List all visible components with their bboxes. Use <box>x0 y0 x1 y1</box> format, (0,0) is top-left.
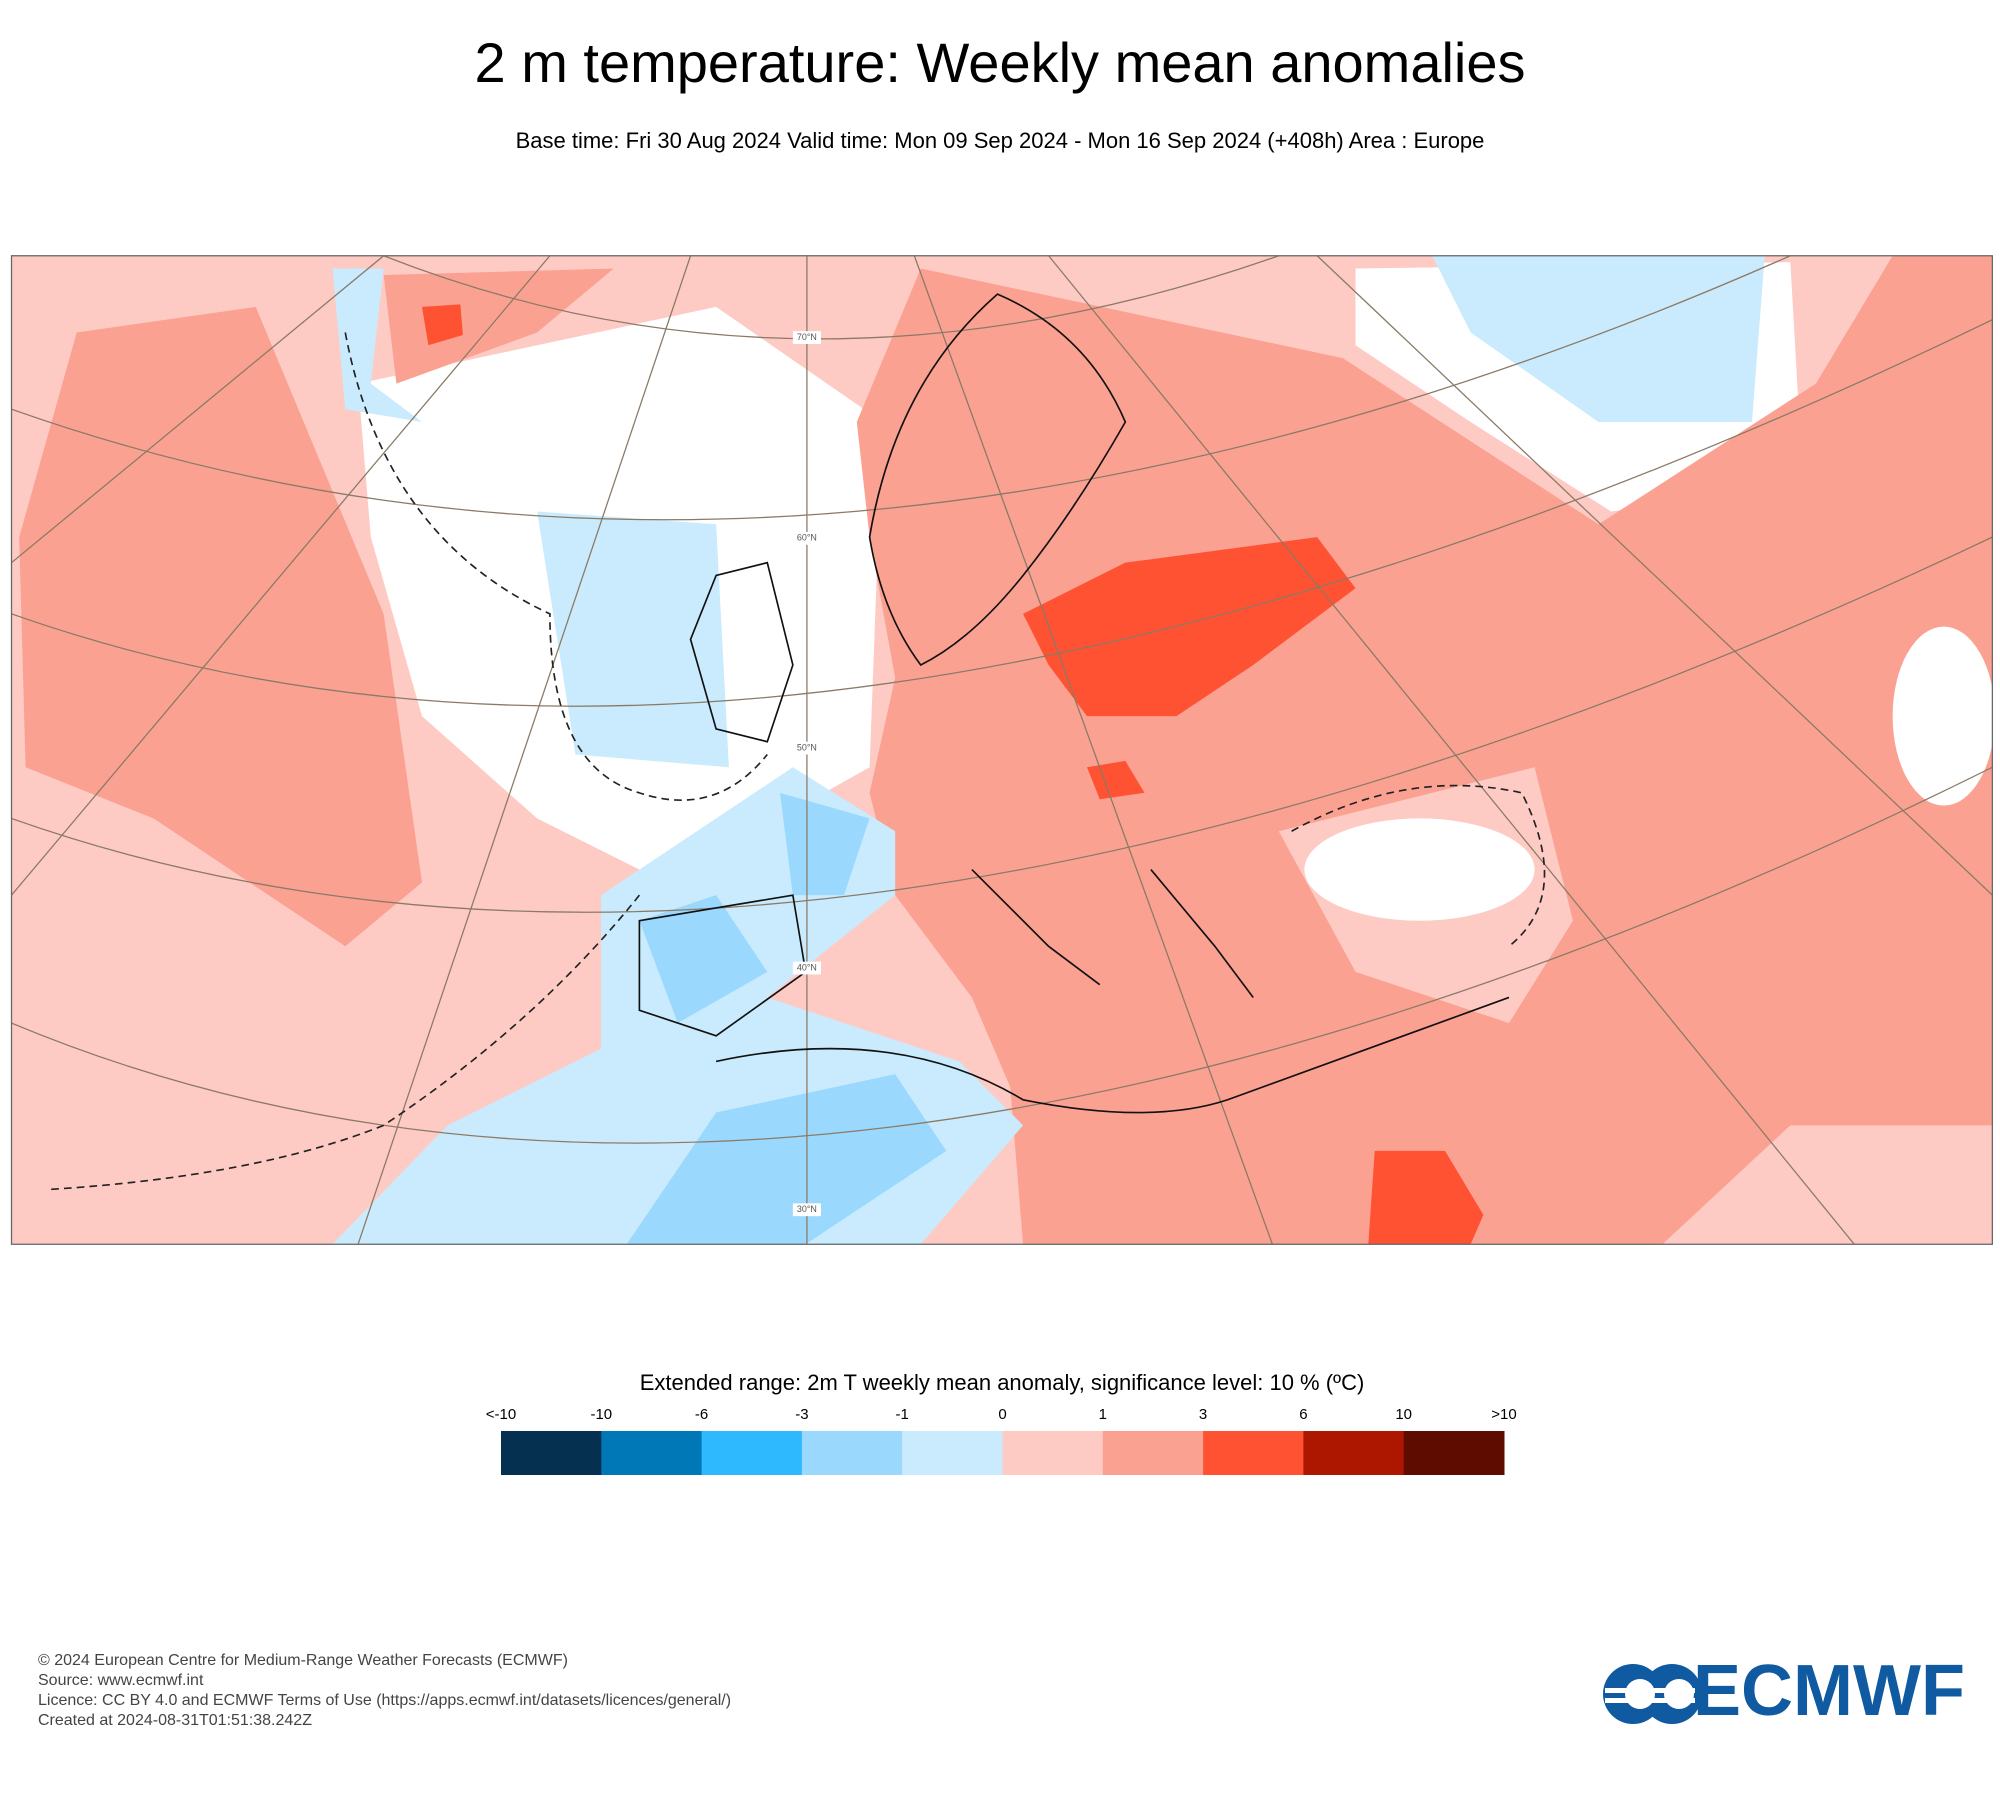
legend-label: >10 <box>1491 1406 1516 1423</box>
lat-label: 30°N <box>797 1204 817 1214</box>
legend-title: Extended range: 2m T weekly mean anomaly… <box>640 1370 1365 1395</box>
lat-label-bg <box>792 741 821 755</box>
legend-swatch <box>1303 1431 1405 1475</box>
lat-label-bg <box>792 1203 821 1217</box>
legend-swatch <box>1102 1431 1204 1475</box>
lat-label: 40°N <box>797 962 817 972</box>
legend: <-10 -10 -6 -3 -1 0 1 3 6 10 >10 <box>486 1406 1517 1475</box>
legend-label: -6 <box>695 1406 708 1423</box>
map: 70°N 60°N 50°N 40°N 30°N <box>10 255 1994 1245</box>
legend-label: <-10 <box>486 1406 516 1423</box>
legend-swatch <box>601 1431 703 1475</box>
logo-text: ECMWF <box>1693 1651 1965 1731</box>
legend-swatch <box>701 1431 803 1475</box>
footer-line: © 2024 European Centre for Medium-Range … <box>38 1652 568 1669</box>
legend-label: 0 <box>998 1406 1006 1423</box>
legend-label: 1 <box>1099 1406 1107 1423</box>
legend-swatch <box>1403 1431 1505 1475</box>
legend-label: 6 <box>1299 1406 1307 1423</box>
lat-label-bg <box>792 331 821 344</box>
lat-label: 50°N <box>797 742 817 752</box>
legend-label: -1 <box>896 1406 909 1423</box>
legend-swatch <box>902 1431 1003 1475</box>
lat-label-bg <box>792 531 821 545</box>
legend-label: 3 <box>1199 1406 1207 1423</box>
footer-line: Created at 2024-08-31T01:51:38.242Z <box>38 1712 312 1729</box>
footer-line: Licence: CC BY 4.0 and ECMWF Terms of Us… <box>38 1692 731 1709</box>
footer-line: Source: www.ecmwf.int <box>38 1672 204 1689</box>
legend-label: -3 <box>795 1406 808 1423</box>
subtitle: Base time: Fri 30 Aug 2024 Valid time: M… <box>516 128 1485 153</box>
legend-swatch <box>501 1431 602 1475</box>
legend-swatch <box>1203 1431 1304 1475</box>
title: 2 m temperature: Weekly mean anomalies <box>475 31 1526 94</box>
lat-label: 60°N <box>797 533 817 543</box>
lat-label-bg <box>792 961 821 975</box>
lat-label: 70°N <box>797 332 817 342</box>
logo: ECMWF <box>1603 1651 1965 1731</box>
legend-swatch <box>1002 1431 1104 1475</box>
legend-swatch <box>801 1431 903 1475</box>
legend-label: -10 <box>590 1406 612 1423</box>
footer: © 2024 European Centre for Medium-Range … <box>38 1652 731 1729</box>
legend-label: 10 <box>1395 1406 1412 1423</box>
